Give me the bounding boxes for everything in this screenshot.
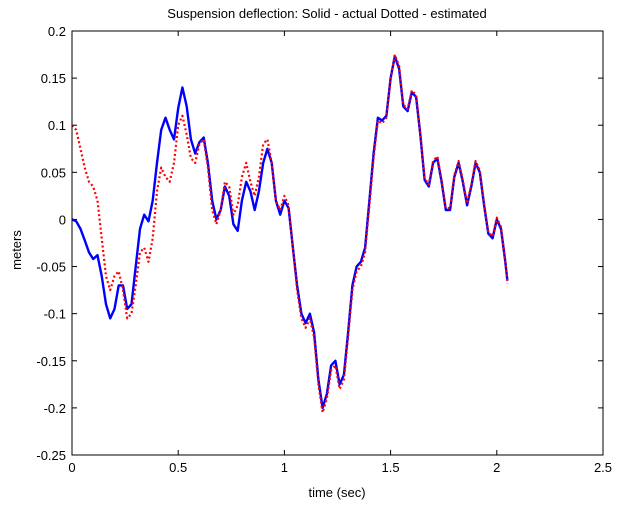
estimated-series-line bbox=[71, 53, 509, 414]
y-axis-label: meters bbox=[9, 230, 24, 270]
x-tick-label: 1 bbox=[281, 460, 288, 475]
y-tick-label: 0.1 bbox=[48, 118, 66, 133]
y-tick-label: -0.15 bbox=[36, 354, 66, 369]
chart-title: Suspension deflection: Solid - actual Do… bbox=[167, 6, 486, 21]
y-tick-label: -0.05 bbox=[36, 260, 66, 275]
axis-ticks: 0 0.5 1 1.5 2 2.5 0.2 0.15 0.1 0.05 0 -0.05 -0.1 -0.1… bbox=[36, 24, 612, 475]
y-tick-label: -0.25 bbox=[36, 448, 66, 463]
x-tick-label: 2 bbox=[493, 460, 500, 475]
y-tick-label: -0.1 bbox=[44, 307, 66, 322]
x-tick-label: 0 bbox=[68, 460, 75, 475]
x-tick-label: 1.5 bbox=[382, 460, 400, 475]
series-layer bbox=[71, 53, 509, 414]
plot-frame bbox=[71, 30, 604, 456]
y-tick-label: -0.2 bbox=[44, 401, 66, 416]
y-tick-label: 0 bbox=[59, 212, 66, 227]
y-tick-label: 0.05 bbox=[41, 165, 66, 180]
x-tick-label: 0.5 bbox=[169, 460, 187, 475]
actual-series-line bbox=[71, 55, 509, 410]
x-tick-label: 2.5 bbox=[594, 460, 612, 475]
y-tick-label: 0.2 bbox=[48, 24, 66, 39]
y-tick-label: 0.15 bbox=[41, 71, 66, 86]
x-axis-label: time (sec) bbox=[308, 485, 365, 500]
